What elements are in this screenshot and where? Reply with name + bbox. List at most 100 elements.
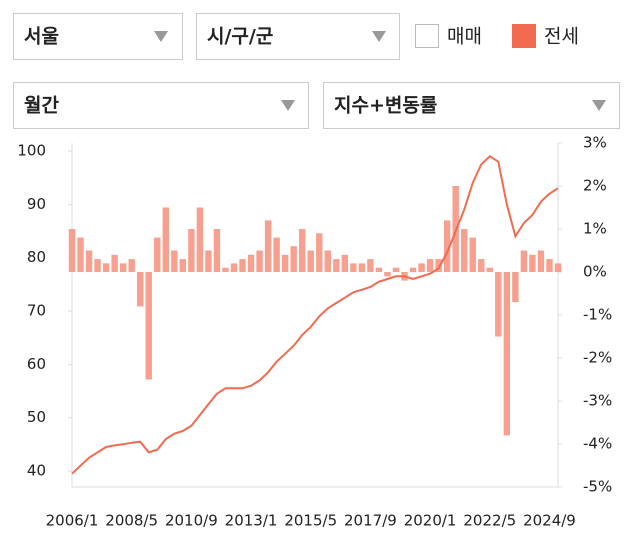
- chart: 40 50 60 70 80 90 100 3% 2% 1% 0% -1% -2% -3% -4% -5% 20…: [17, 134, 612, 530]
- y-tick-label: 60: [27, 355, 46, 373]
- x-tick-label: 2020/1: [404, 512, 457, 530]
- dropdown-arrow: [592, 100, 606, 111]
- x-tick-label: 2024/9: [523, 512, 576, 530]
- bar: [375, 267, 383, 272]
- x-tick-label: 2006/1: [46, 512, 99, 530]
- bar: [324, 250, 331, 272]
- district-select[interactable]: 시/구/군: [196, 13, 400, 60]
- y-tick-label: 90: [27, 195, 46, 213]
- bar: [213, 229, 221, 272]
- bar: [409, 267, 417, 272]
- y2-tick-label: -2%: [583, 349, 612, 367]
- bar: [102, 263, 110, 272]
- bar: [316, 233, 323, 272]
- bar: [145, 272, 152, 380]
- bar: [171, 250, 178, 272]
- bar: [546, 259, 553, 272]
- dropdown-arrow: [372, 31, 386, 42]
- x-tick-label: 2010/9: [165, 512, 218, 530]
- bar: [247, 254, 255, 272]
- bar: [443, 220, 451, 272]
- bar: [256, 250, 263, 272]
- dropdown-arrow: [154, 31, 168, 42]
- bar: [367, 259, 374, 272]
- bar: [196, 207, 204, 272]
- bar: [503, 272, 511, 436]
- bar: [486, 267, 493, 272]
- bar: [333, 259, 340, 272]
- y2-tick-label: 2%: [583, 177, 607, 195]
- bar: [307, 250, 314, 272]
- bar: [350, 263, 357, 272]
- bar: [239, 259, 246, 272]
- bar: [111, 254, 118, 272]
- bar: [77, 237, 84, 272]
- bar: [461, 229, 468, 272]
- bar: [264, 220, 272, 272]
- dropdown-arrow: [281, 100, 295, 111]
- dropdown-box[interactable]: [323, 82, 620, 129]
- bar: [205, 250, 212, 272]
- bar: [137, 272, 144, 307]
- dropdown-box[interactable]: [13, 82, 309, 129]
- dropdown-text: 월간: [24, 95, 59, 117]
- bar: [358, 263, 366, 272]
- checkbox[interactable]: [512, 24, 536, 48]
- x-tick-label: 2013/1: [225, 512, 278, 530]
- dropdown-box[interactable]: [196, 13, 400, 60]
- y2-tick-label: -5%: [583, 478, 612, 496]
- bar: [94, 259, 101, 272]
- y2-tick-label: -4%: [583, 435, 612, 453]
- bar: [512, 272, 519, 303]
- bar: [162, 207, 169, 272]
- checkbox-group: 매매 전세: [415, 24, 579, 48]
- bar: [222, 267, 229, 272]
- checkbox-label: 매매: [447, 26, 482, 48]
- metric-select[interactable]: 지수+변동률: [323, 82, 620, 129]
- dropdown-text: 시/구/군: [207, 26, 273, 48]
- bar: [179, 259, 187, 272]
- checkbox-label: 전세: [544, 26, 579, 48]
- y2-tick-label: 1%: [583, 220, 607, 238]
- bar: [290, 246, 297, 272]
- region-select[interactable]: 서울: [13, 13, 183, 60]
- x-tick-label: 2017/9: [344, 512, 397, 530]
- period-select[interactable]: 월간: [13, 82, 309, 129]
- x-tick-label: 2015/5: [284, 512, 337, 530]
- bar: [230, 263, 238, 272]
- bar: [426, 259, 434, 272]
- checkbox[interactable]: [415, 24, 439, 48]
- y-tick-label: 50: [27, 408, 46, 426]
- dropdown-text: 서울: [24, 26, 59, 48]
- y-tick-label: 70: [27, 302, 46, 320]
- bar: [554, 263, 562, 272]
- bar: [392, 267, 400, 272]
- dropdown-text: 지수+변동률: [334, 95, 437, 117]
- bar: [119, 263, 127, 272]
- bar: [495, 272, 502, 337]
- bar: [273, 237, 280, 272]
- bar: [188, 229, 195, 272]
- bar: [128, 259, 135, 272]
- x-tick-label: 2022/5: [463, 512, 516, 530]
- y2-tick-label: -1%: [583, 306, 612, 324]
- y2-tick-label: -3%: [583, 392, 612, 410]
- bar: [384, 272, 391, 277]
- bar: [529, 254, 536, 272]
- y2-tick-label: 0%: [583, 263, 607, 281]
- y-tick-label: 40: [27, 462, 46, 480]
- bar: [520, 250, 528, 272]
- bar: [68, 229, 76, 272]
- bar: [537, 250, 545, 272]
- dropdown-box[interactable]: [13, 13, 183, 60]
- bar: [154, 237, 161, 272]
- index-line: [71, 155, 559, 475]
- bar: [281, 254, 289, 272]
- x-tick-label: 2008/5: [105, 512, 158, 530]
- bar: [341, 254, 349, 272]
- y-tick-label: 100: [17, 142, 46, 160]
- bar: [469, 237, 476, 272]
- y2-tick-label: 3%: [583, 134, 607, 152]
